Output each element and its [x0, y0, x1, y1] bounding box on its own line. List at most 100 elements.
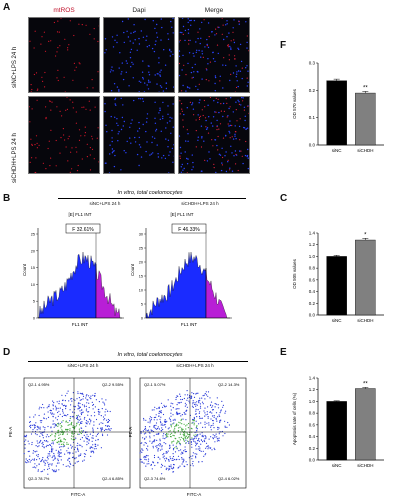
- scatter-dot: [102, 422, 104, 424]
- scatter-dot: [212, 437, 214, 439]
- scatter-dot: [207, 448, 209, 450]
- scatter-dot: [184, 449, 186, 451]
- scatter-dot: [141, 461, 144, 463]
- scatter-dot: [53, 452, 55, 455]
- scatter-dot: [180, 429, 183, 431]
- scatter-dot: [81, 427, 83, 429]
- scatter-dot: [84, 453, 87, 455]
- cell-dot: [122, 104, 124, 106]
- cell-dot: [181, 31, 183, 34]
- scatter-dot: [149, 420, 152, 422]
- cell-dot: [127, 18, 129, 20]
- scatter-dot: [195, 448, 197, 450]
- cell-dot: [229, 169, 231, 171]
- scatter-dot: [192, 452, 194, 454]
- scatter-dot: [81, 422, 83, 424]
- scatter-dot: [55, 409, 57, 411]
- cell-dot: [238, 21, 240, 23]
- scatter-dot: [61, 394, 63, 396]
- cell-dot: [179, 50, 181, 52]
- scatter-dot: [175, 459, 177, 461]
- scatter-dot: [39, 420, 42, 422]
- scatter-dot: [188, 400, 190, 402]
- scatter-dot: [87, 399, 89, 401]
- scatter-dot: [61, 421, 63, 423]
- cell-dot: [125, 60, 127, 62]
- scatter-dot: [30, 424, 32, 426]
- cell-dot: [165, 138, 167, 140]
- cell-dot: [201, 78, 203, 80]
- scatter-dot: [42, 441, 44, 443]
- cell-dot: [36, 99, 38, 101]
- cell-dot: [42, 80, 44, 82]
- scatter-dot: [82, 395, 85, 397]
- scatter-dot: [147, 449, 149, 451]
- cell-dot: [148, 44, 150, 47]
- scatter-dot: [187, 397, 189, 399]
- scatter-dot: [153, 440, 155, 442]
- cell-dot: [209, 158, 211, 160]
- scatter-dot: [34, 451, 36, 453]
- cell-dot: [230, 73, 232, 75]
- cell-dot: [234, 135, 236, 137]
- scatter-dot: [192, 400, 194, 402]
- cell-dot: [246, 77, 248, 79]
- scatter-dot: [146, 448, 148, 450]
- cell-dot: [179, 31, 181, 34]
- cell-dot: [50, 129, 52, 131]
- scatter-dot: [52, 405, 54, 407]
- scatter-dot: [147, 455, 149, 457]
- cell-dot: [180, 152, 182, 154]
- scatter-dot: [48, 467, 50, 469]
- scatter-dot: [224, 426, 226, 428]
- scatter-dot: [160, 424, 162, 426]
- scatter-dot: [47, 453, 49, 455]
- scatter-dot: [183, 433, 185, 435]
- scatter-dot: [52, 443, 55, 445]
- scatter-dot: [195, 442, 197, 444]
- scatter-dot: [36, 429, 38, 431]
- scatter-dot: [37, 442, 39, 444]
- cell-dot: [222, 87, 224, 89]
- scatter-dot: [168, 447, 171, 449]
- scatter-dot: [216, 397, 218, 399]
- scatter-dot: [190, 438, 192, 440]
- bar-y-tick-label: 0.0: [309, 313, 316, 318]
- scatter-dot: [63, 404, 66, 406]
- scatter-dot: [47, 444, 49, 447]
- scatter-dot: [77, 460, 80, 462]
- cell-dot: [236, 73, 238, 75]
- scatter-dot: [59, 437, 61, 439]
- scatter-dot: [153, 416, 155, 419]
- scatter-dot: [224, 420, 226, 422]
- scatter-dot: [93, 424, 95, 426]
- scatter-dot: [158, 412, 160, 414]
- scatter-dot: [187, 427, 189, 429]
- scatter-dot: [183, 465, 185, 467]
- scatter-dot: [205, 447, 207, 449]
- scatter2-ylabel: PE-A: [128, 427, 133, 438]
- cell-dot: [188, 39, 190, 41]
- cell-dot: [181, 90, 183, 92]
- cell-dot: [31, 108, 33, 110]
- scatter-dot: [154, 427, 156, 429]
- scatter-dot: [91, 437, 93, 439]
- scatter-dot: [174, 419, 176, 421]
- scatter-dot: [143, 433, 145, 435]
- cell-dot: [165, 87, 168, 90]
- scatter-dot: [60, 452, 62, 454]
- scatter-dot: [171, 467, 173, 469]
- scatter-dot: [30, 427, 32, 429]
- scatter-dot: [104, 411, 106, 413]
- scatter-dot: [71, 446, 73, 448]
- cell-dot: [200, 56, 202, 58]
- scatter-dot: [92, 427, 94, 429]
- cell-dot: [154, 43, 156, 46]
- cell-dot: [41, 36, 43, 38]
- scatter-dot: [182, 428, 184, 430]
- cell-dot: [206, 45, 208, 47]
- scatter-dot: [40, 432, 42, 434]
- scatter-dot: [24, 461, 27, 463]
- bar-y-tick-label: 0.6: [309, 277, 316, 282]
- scatter-dot: [156, 439, 158, 441]
